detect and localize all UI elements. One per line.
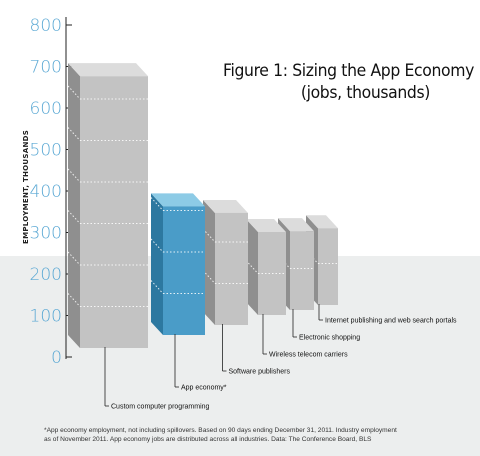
bar-gridline bbox=[277, 255, 291, 269]
bar-top-face bbox=[203, 199, 248, 213]
bar-side-face bbox=[68, 63, 80, 349]
bar-top-face bbox=[306, 215, 338, 229]
bar-gridline bbox=[150, 280, 164, 294]
bar-0 bbox=[67, 63, 148, 349]
chart-title: Figure 1: Sizing the App Economy (jobs, … bbox=[223, 60, 474, 104]
bar-gridline bbox=[67, 85, 81, 100]
bar-gridline bbox=[67, 251, 81, 266]
category-label: Custom computer programming bbox=[111, 404, 210, 411]
bar-front-face bbox=[163, 206, 205, 335]
bar-front-face bbox=[318, 228, 338, 305]
bars bbox=[67, 63, 338, 349]
bar-side-face bbox=[203, 199, 215, 325]
y-axis-label: EMPLOYMENT, THOUSANDS bbox=[22, 130, 30, 244]
y-tick-label: 400 bbox=[30, 182, 62, 202]
title-line-2: (jobs, thousands) bbox=[300, 83, 430, 103]
footnote-line-2: as of November 2011. App economy jobs ar… bbox=[44, 436, 372, 443]
bar-top-face bbox=[68, 63, 148, 77]
bar-front-face bbox=[215, 212, 248, 325]
category-labels: Custom computer programming App economy* S… bbox=[104, 304, 457, 411]
category-label: Wireless telecom carriers bbox=[269, 352, 348, 359]
y-tick-label: 0 bbox=[51, 348, 62, 368]
bar-top-face bbox=[246, 219, 286, 232]
bar-gridline bbox=[67, 293, 81, 307]
bar-top-face bbox=[278, 218, 314, 232]
bar-gridline bbox=[202, 228, 216, 243]
title-line-1: Figure 1: Sizing the App Economy bbox=[223, 61, 474, 81]
bar-gridline bbox=[245, 260, 259, 274]
y-tick-label: 100 bbox=[30, 307, 62, 327]
bar-gridline bbox=[67, 168, 81, 183]
y-tick-label: 700 bbox=[30, 58, 62, 78]
footnote: *App economy employment, not including s… bbox=[44, 426, 444, 444]
bar-side-face bbox=[246, 219, 258, 315]
y-axis: 0 100 200 300 400 500 600 700 800 bbox=[30, 16, 72, 368]
bar-gridline bbox=[150, 197, 164, 211]
bar-gridline bbox=[67, 127, 81, 141]
category-label: Software publishers bbox=[229, 369, 291, 376]
bar-gridline bbox=[202, 270, 216, 284]
y-tick-label: 600 bbox=[30, 99, 62, 119]
bar-1 bbox=[150, 193, 205, 335]
bar-gridline bbox=[150, 238, 164, 253]
category-label: App economy* bbox=[181, 385, 227, 392]
y-tick-label: 300 bbox=[30, 224, 62, 244]
bar-front-face bbox=[80, 76, 148, 349]
bar-gridline bbox=[67, 210, 81, 224]
bar-3 bbox=[245, 219, 286, 315]
y-tick-label: 200 bbox=[30, 265, 62, 285]
y-tick-label: 500 bbox=[30, 141, 62, 161]
bar-front-face bbox=[290, 231, 314, 310]
category-label: Internet publishing and web search porta… bbox=[325, 318, 457, 325]
category-label: Electronic shopping bbox=[299, 335, 360, 342]
footnote-line-1: *App economy employment, not including s… bbox=[44, 427, 397, 434]
bar-side-face bbox=[151, 193, 163, 335]
bar-top-face bbox=[151, 193, 205, 207]
y-tick-label: 800 bbox=[30, 16, 62, 36]
bar-2 bbox=[202, 199, 248, 325]
bar-gridline bbox=[305, 250, 319, 264]
